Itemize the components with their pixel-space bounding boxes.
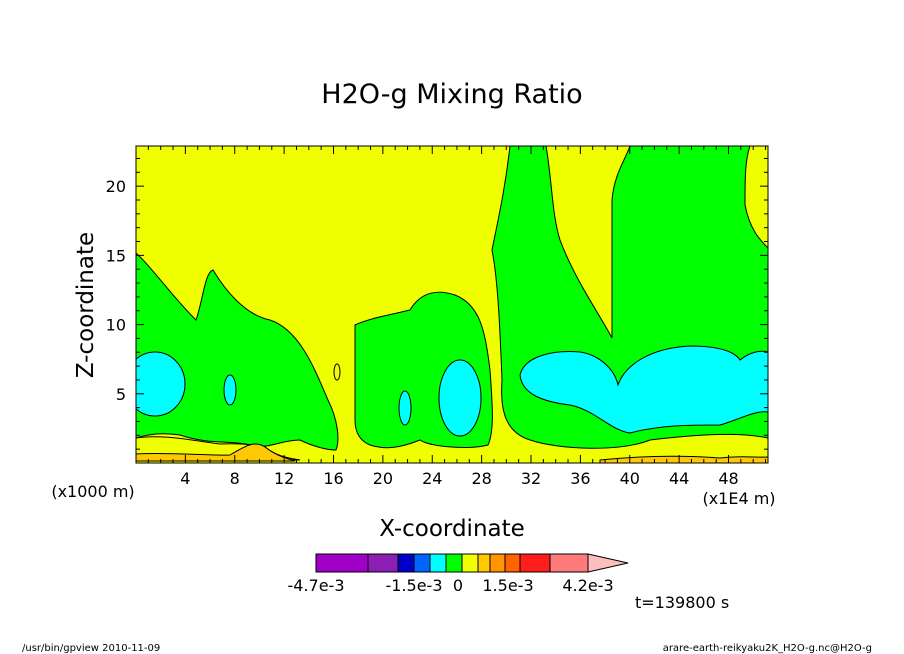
colorbar-segment: [397, 553, 415, 573]
x-tick-label: 8: [230, 469, 240, 488]
plot-frame: [135, 145, 769, 464]
colorbar-labels: -4.7e-3 -1.5e-3 0 1.5e-3 4.2e-3: [287, 576, 613, 595]
time-label: t=139800 s: [635, 593, 729, 612]
colorbar-segment: [413, 553, 431, 573]
colorbar-label: 1.5e-3: [482, 576, 533, 595]
x-tick-label: 4: [180, 469, 190, 488]
x-tick-label: 44: [669, 469, 689, 488]
cyan-region: [223, 374, 237, 406]
x-tick-label: 12: [274, 469, 294, 488]
x-tick-label: 24: [422, 469, 442, 488]
y-tick-label: 20: [106, 177, 126, 196]
green-region-main: [136, 252, 339, 451]
x-tick-label: 40: [620, 469, 640, 488]
colorbar-segment: [315, 553, 369, 573]
colorbar-segment: [549, 553, 589, 573]
cyan-region-large: [519, 345, 768, 434]
colorbar-label: -4.7e-3: [287, 576, 344, 595]
colorbar-segment: [445, 553, 463, 573]
colorbar-segment: [504, 553, 521, 573]
orange-region-bottom: [136, 443, 296, 462]
footer-left: /usr/bin/gpview 2010-11-09: [22, 643, 160, 654]
colorbar-label: 0: [453, 576, 463, 595]
x-tick-label: 48: [718, 469, 738, 488]
y-axis-ticks: 5 10 15 20: [106, 157, 768, 450]
x-unit-right: (x1E4 m): [702, 489, 775, 508]
x-tick-label: 32: [521, 469, 541, 488]
plot-area: [136, 146, 768, 463]
colorbar-segment: [367, 553, 399, 573]
cyan-region: [438, 359, 482, 437]
y-tick-label: 10: [106, 316, 126, 335]
cyan-region: [136, 351, 186, 417]
x-tick-label: 28: [471, 469, 491, 488]
cyan-region: [398, 390, 412, 426]
colorbar-segment: [519, 553, 551, 573]
y-tick-label: 5: [116, 385, 126, 404]
colorbar-label: -1.5e-3: [385, 576, 442, 595]
chart-title: H2O-g Mixing Ratio: [321, 79, 582, 110]
x-tick-label: 16: [323, 469, 343, 488]
colorbar: [315, 553, 629, 573]
y-tick-label: 15: [106, 246, 126, 265]
colorbar-segment: [489, 553, 506, 573]
footer-right: arare-earth-reikyaku2K_H2O-g.nc@H2O-g: [663, 643, 872, 654]
yellow-island: [333, 363, 341, 381]
colorbar-label: 4.2e-3: [562, 576, 613, 595]
y-axis-label: Z-coordinate: [73, 232, 99, 378]
x-tick-label: 36: [570, 469, 590, 488]
x-unit-left: (x1000 m): [51, 482, 134, 501]
x-tick-label: 20: [373, 469, 393, 488]
x-axis-label: X-coordinate: [379, 516, 525, 542]
colorbar-segment: [477, 553, 491, 573]
colorbar-segment: [461, 553, 479, 573]
x-axis-ticks: 4 8 12 16 20 24 28 32 36 40 44 48: [147, 146, 767, 488]
colorbar-arrow: [587, 553, 629, 573]
colorbar-segment: [429, 553, 447, 573]
